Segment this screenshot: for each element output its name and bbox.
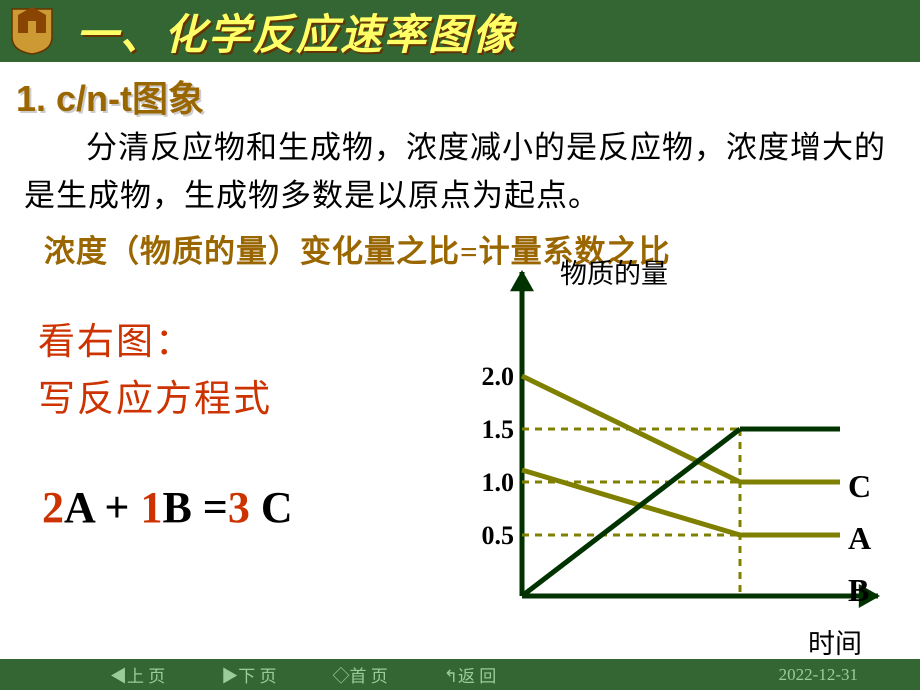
nav-back[interactable]: ↰返 回	[444, 662, 497, 687]
y-tick: 0.5	[468, 521, 514, 551]
header-bar: 一、化学反应速率图像	[0, 0, 920, 62]
chart-svg	[410, 252, 900, 652]
y-tick: 2.0	[468, 362, 514, 392]
equation: 2A + 1B =3 C	[42, 482, 293, 533]
nav-home[interactable]: ◇首 页	[333, 662, 388, 687]
footer-bar: ◀上 页 ▶下 页 ◇首 页 ↰返 回 2022-12-31	[0, 659, 920, 690]
sym-b: B	[162, 483, 191, 532]
crest-logo	[8, 6, 56, 56]
y-axis-title: 物质的量	[560, 252, 668, 291]
coef-b: 1	[140, 483, 162, 532]
equals: =	[192, 483, 228, 532]
coef-a: 2	[42, 483, 64, 532]
slide-title: 一、化学反应速率图像	[76, 1, 516, 62]
x-axis-title: 时间	[808, 622, 862, 661]
content-area: 1. c/n-t图象 分清反应物和生成物，浓度减小的是反应物，浓度增大的是生成物…	[0, 62, 920, 659]
sym-c: C	[250, 483, 293, 532]
footer-nav: ◀上 页 ▶下 页 ◇首 页 ↰返 回	[110, 662, 496, 687]
y-tick: 1.0	[468, 468, 514, 498]
plus: +	[93, 483, 140, 532]
y-tick: 1.5	[468, 415, 514, 445]
series-label-C: C	[848, 468, 871, 505]
section-subtitle: 1. c/n-t图象	[0, 62, 920, 122]
series-label-A: A	[848, 520, 871, 557]
prompt-line-2: 写反应方程式	[38, 379, 272, 420]
series-label-B: B	[848, 572, 869, 609]
sym-a: A	[64, 483, 93, 532]
prompt-line-1: 看右图：	[38, 322, 194, 363]
nav-next[interactable]: ▶下 页	[221, 662, 276, 687]
coef-c: 3	[228, 483, 250, 532]
body-text: 分清反应物和生成物，浓度减小的是反应物，浓度增大的是生成物，生成物多数是以原点为…	[0, 122, 920, 220]
footer-date: 2022-12-31	[779, 665, 858, 685]
chart: 物质的量 时间 0.51.01.52.0ABC	[410, 252, 900, 652]
nav-prev[interactable]: ◀上 页	[110, 662, 165, 687]
prompt-text: 看右图： 写反应方程式	[38, 314, 272, 429]
